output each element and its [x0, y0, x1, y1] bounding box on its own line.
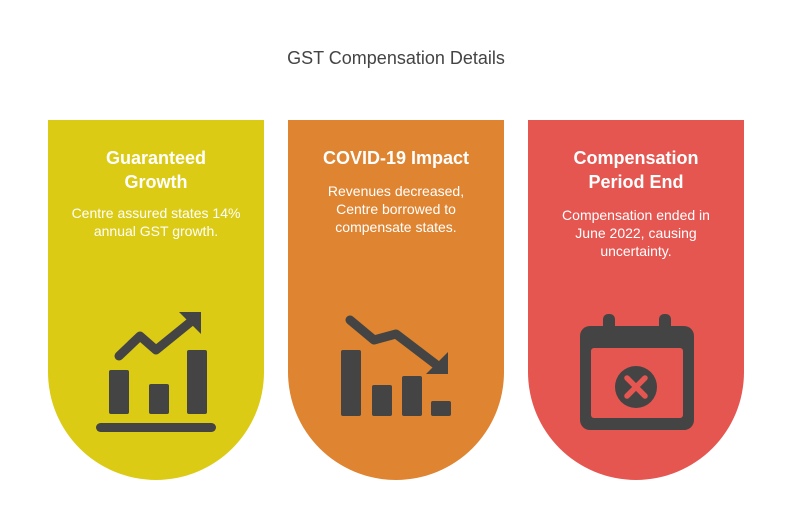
card-text: Compensation ended in June 2022, causing…	[562, 207, 710, 259]
calendar-cancel-icon	[580, 314, 694, 430]
card-compensation-period-end: Compensation Period End Compensation end…	[528, 120, 744, 480]
card-heading: COVID-19 Impact	[322, 148, 470, 168]
card-text: Revenues decreased, Centre borrowed to c…	[327, 183, 465, 235]
card-covid-impact: COVID-19 Impact Revenues decreased, Cent…	[288, 120, 504, 480]
diagram-title: GST Compensation Details	[287, 48, 505, 68]
card-heading: Guaranteed Growth	[105, 148, 207, 192]
chart-trending-up-icon	[96, 312, 216, 432]
chart-trending-down-icon	[341, 315, 451, 416]
card-guaranteed-growth: Guaranteed Growth Centre assured states …	[48, 120, 264, 480]
card-text: Centre assured states 14% annual GST gro…	[71, 205, 241, 239]
card-heading: Compensation Period End	[573, 148, 699, 192]
